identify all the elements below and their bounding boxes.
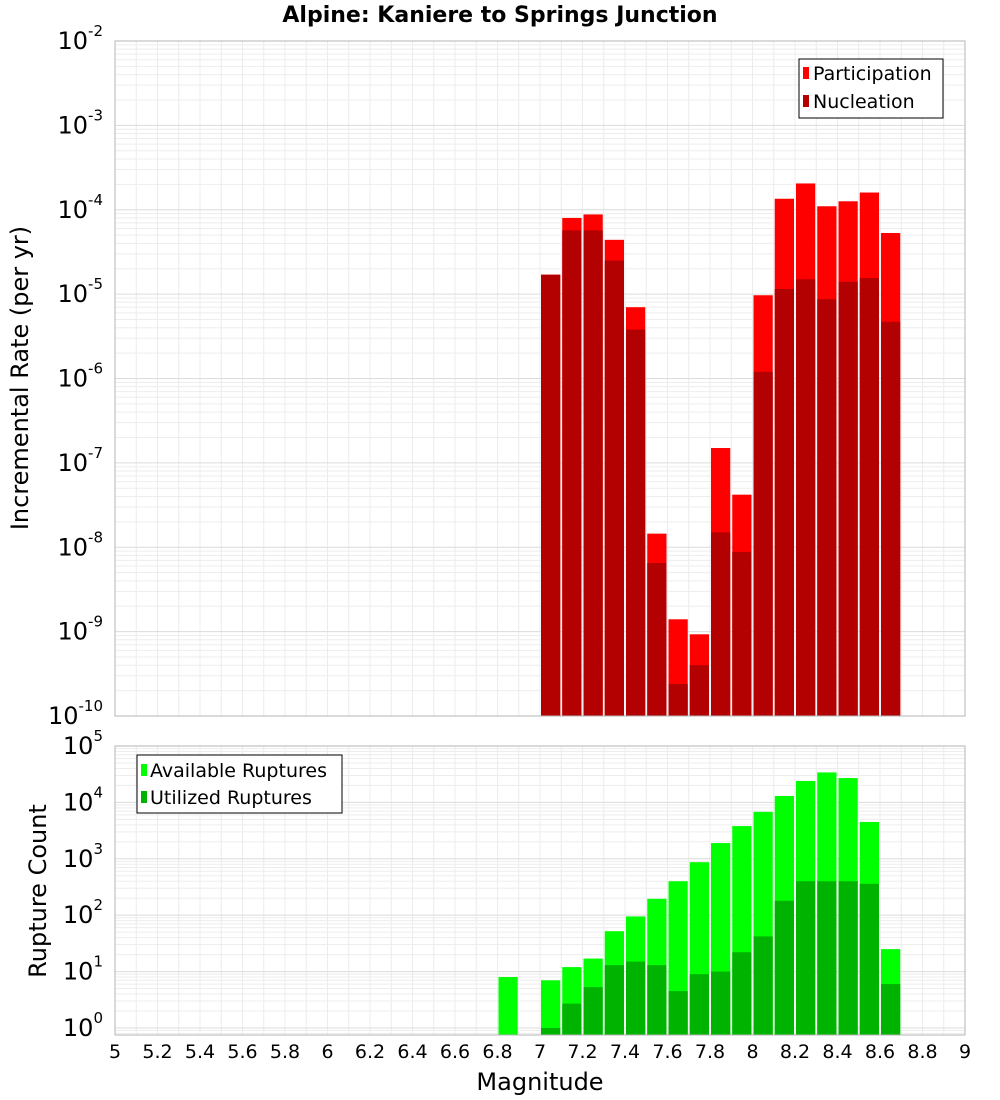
top-bar-nucleation xyxy=(689,665,709,716)
top-legend: Participation Nucleation xyxy=(798,58,944,119)
bottom-bar-utilized-ruptures xyxy=(711,971,731,1035)
bottom-bar-utilized-ruptures xyxy=(881,984,901,1035)
x-tick: 8.6 xyxy=(865,1041,895,1063)
legend-label-available-ruptures: Available Ruptures xyxy=(150,760,327,782)
x-tick: 5 xyxy=(109,1041,121,1063)
top-bar-nucleation xyxy=(562,230,582,716)
x-tick-labels: 5 5.2 5.4 5.6 5.8 6 6.2 6.4 6.6 6.8 7 7.2 7.4 7.6 7.8 8… xyxy=(109,1041,971,1063)
bottom-y-tick-labels: 100 101 102 103 104 105 xyxy=(63,727,103,1042)
top-bar-nucleation xyxy=(668,683,688,716)
legend-label-participation: Participation xyxy=(813,63,932,85)
bottom-bar-utilized-ruptures xyxy=(647,965,667,1035)
x-tick: 7.6 xyxy=(652,1041,682,1063)
bottom-bar-utilized-ruptures xyxy=(626,961,646,1035)
x-tick: 6.4 xyxy=(397,1041,427,1063)
x-tick: 5.8 xyxy=(270,1041,300,1063)
bottom-bar-utilized-ruptures xyxy=(838,881,858,1035)
legend-swatch-available-ruptures xyxy=(141,764,147,776)
top-y-tick: 10-3 xyxy=(57,106,103,139)
bottom-bar-available-ruptures xyxy=(498,977,518,1035)
top-y-tick: 10-8 xyxy=(57,528,103,561)
x-tick: 5.6 xyxy=(227,1041,257,1063)
top-bar-nucleation xyxy=(583,230,603,716)
x-tick: 6.2 xyxy=(355,1041,385,1063)
bottom-bar-utilized-ruptures xyxy=(583,987,603,1035)
bottom-y-tick: 105 xyxy=(63,727,103,760)
bottom-y-tick: 101 xyxy=(63,953,103,986)
top-plot-border xyxy=(114,40,966,717)
x-tick: 8.4 xyxy=(822,1041,852,1063)
bottom-bar-utilized-ruptures xyxy=(668,991,688,1035)
x-tick: 7.2 xyxy=(567,1041,597,1063)
top-bar-nucleation xyxy=(817,299,837,716)
bottom-bar-available-ruptures xyxy=(541,980,561,1035)
bottom-plot-border xyxy=(114,745,966,1036)
bottom-y-tick: 100 xyxy=(63,1009,103,1042)
x-tick: 8 xyxy=(746,1041,758,1063)
top-y-tick: 10-4 xyxy=(57,191,103,224)
bottom-bar-utilized-ruptures xyxy=(774,900,794,1035)
bottom-y-tick: 102 xyxy=(63,896,103,929)
bottom-bar-utilized-ruptures xyxy=(541,1027,561,1035)
bottom-bar-utilized-ruptures xyxy=(859,883,879,1035)
top-gridlines xyxy=(114,40,966,717)
bottom-legend: Available Ruptures Utilized Ruptures xyxy=(136,754,343,814)
top-bar-nucleation xyxy=(859,278,879,716)
bottom-y-axis-label: Rupture Count xyxy=(24,804,52,978)
x-tick: 7.8 xyxy=(695,1041,725,1063)
top-bar-nucleation xyxy=(774,289,794,716)
top-y-tick-labels: 10-10 10-9 10-8 10-7 10-6 10-5 10-4 10-3 10-2 xyxy=(48,22,103,730)
top-bar-nucleation xyxy=(711,532,731,716)
x-tick: 7.4 xyxy=(610,1041,640,1063)
x-tick: 9 xyxy=(959,1041,971,1063)
top-y-tick: 10-9 xyxy=(57,613,103,646)
x-axis-label: Magnitude xyxy=(476,1068,603,1096)
legend-swatch-utilized-ruptures xyxy=(141,791,147,803)
top-bar-nucleation xyxy=(541,274,561,716)
top-y-axis-label: Incremental Rate (per yr) xyxy=(6,226,34,530)
bottom-bar-utilized-ruptures xyxy=(689,974,709,1035)
top-y-tick: 10-6 xyxy=(57,360,103,393)
bottom-panel: 100 101 102 103 104 105 5 5.2 5.4 5.6 5.8 6 6.2 6.4 6… xyxy=(24,727,971,1096)
bottom-legend-box xyxy=(136,754,343,814)
x-tick: 5.2 xyxy=(142,1041,172,1063)
top-bar-nucleation xyxy=(647,563,667,716)
bottom-bar-utilized-ruptures xyxy=(732,952,752,1035)
bottom-bar-utilized-ruptures xyxy=(604,965,624,1035)
top-bar-nucleation xyxy=(881,321,901,716)
x-tick: 8.8 xyxy=(907,1041,937,1063)
legend-swatch-nucleation xyxy=(803,95,809,107)
bottom-bars xyxy=(498,772,901,1035)
top-y-tick: 10-7 xyxy=(57,444,103,477)
top-y-tick: 10-2 xyxy=(57,22,103,55)
x-tick: 5.4 xyxy=(185,1041,215,1063)
top-bar-nucleation xyxy=(838,281,858,716)
top-panel: 10-10 10-9 10-8 10-7 10-6 10-5 10-4 10-3 10-2 In… xyxy=(6,22,966,730)
top-bars xyxy=(541,183,901,717)
x-tick: 6.6 xyxy=(440,1041,470,1063)
top-bar-nucleation xyxy=(604,260,624,716)
top-y-tick: 10-10 xyxy=(48,697,103,730)
top-bar-nucleation xyxy=(753,371,773,716)
bottom-bar-utilized-ruptures xyxy=(562,1003,582,1035)
x-tick: 8.2 xyxy=(780,1041,810,1063)
x-tick: 7 xyxy=(534,1041,546,1063)
x-tick: 6.8 xyxy=(482,1041,512,1063)
bottom-bar-utilized-ruptures xyxy=(796,881,816,1035)
bottom-y-tick: 103 xyxy=(63,840,103,873)
bottom-y-tick: 104 xyxy=(63,783,103,816)
top-legend-box xyxy=(798,58,944,119)
top-y-tick: 10-5 xyxy=(57,275,103,308)
bottom-bar-utilized-ruptures xyxy=(753,936,773,1035)
legend-swatch-participation xyxy=(803,67,809,79)
legend-label-nucleation: Nucleation xyxy=(813,91,915,113)
x-tick: 6 xyxy=(321,1041,333,1063)
legend-label-utilized-ruptures: Utilized Ruptures xyxy=(150,787,312,809)
top-bar-nucleation xyxy=(796,279,816,716)
top-bar-nucleation xyxy=(732,551,752,716)
bottom-bar-utilized-ruptures xyxy=(817,881,837,1035)
chart-title: Alpine: Kaniere to Springs Junction xyxy=(282,3,717,28)
top-bar-nucleation xyxy=(626,329,646,716)
